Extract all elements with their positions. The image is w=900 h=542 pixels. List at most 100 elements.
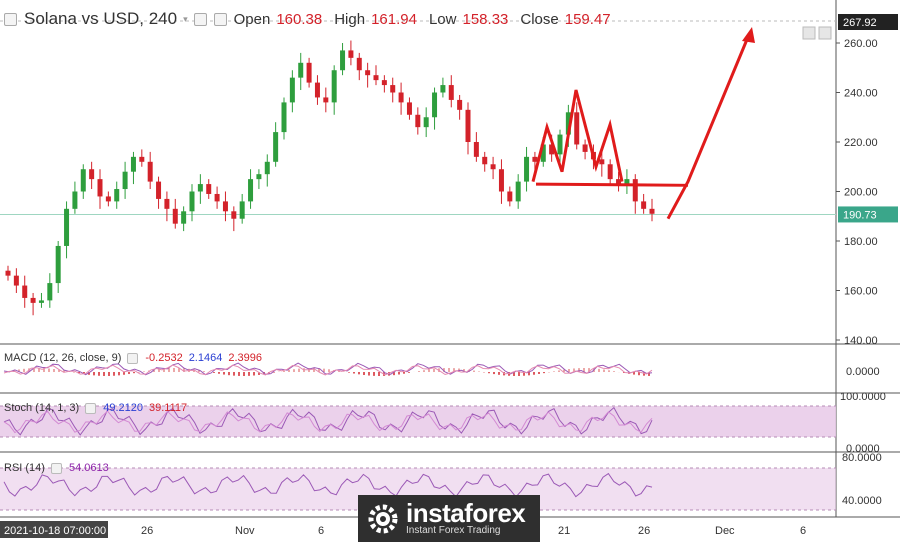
- rsi-axis-bottom-label: 40.0000: [842, 495, 882, 507]
- candle-body: [114, 189, 120, 202]
- stoch-k-line: [3, 406, 653, 436]
- candle-body: [398, 92, 404, 103]
- time-tick-label: Nov: [235, 525, 255, 537]
- candle-body: [557, 134, 563, 155]
- open-label: Open: [233, 10, 271, 28]
- time-start-label: 2021-10-18 07:00:00: [4, 525, 106, 537]
- candle-body: [356, 57, 362, 71]
- price-tick-label: 140.00: [844, 335, 878, 347]
- rsi-settings-icon[interactable]: [50, 462, 62, 474]
- macd-signal-line: [3, 364, 653, 376]
- candle-body: [599, 159, 605, 165]
- candle-body: [80, 169, 86, 192]
- price-tick-label: 180.00: [844, 236, 878, 248]
- open-value: 160.38: [276, 10, 323, 28]
- candle-body: [649, 208, 655, 214]
- candle-body: [381, 80, 387, 86]
- time-start-box: [0, 521, 108, 538]
- stoch-band: [0, 406, 836, 437]
- stoch-d-line: [3, 410, 653, 434]
- time-tick-label: 21: [558, 525, 570, 537]
- current-marker-label: 190.73: [843, 209, 877, 221]
- macd-value-3: 2.3996: [228, 352, 262, 364]
- candle-body: [172, 208, 178, 224]
- candle-body: [331, 70, 337, 103]
- candle-body: [515, 181, 521, 202]
- time-tick-label: 6: [800, 525, 806, 537]
- candle-body: [574, 112, 580, 145]
- rsi-line: [3, 472, 653, 498]
- candle-body: [406, 102, 412, 115]
- settings-icon[interactable]: [193, 12, 207, 26]
- price-tick-label: 160.00: [844, 286, 878, 298]
- candle-body: [214, 193, 220, 202]
- instaforex-watermark: instaforex Instant Forex Trading: [358, 495, 540, 542]
- candle-body: [314, 82, 320, 98]
- candle-body: [498, 169, 504, 192]
- eye-icon[interactable]: [213, 12, 227, 26]
- stoch-axis-top-label: 100.0000: [840, 391, 886, 403]
- rsi-axis-top-label: 80.0000: [842, 452, 882, 464]
- candle-body: [432, 92, 438, 118]
- high-label: High: [334, 10, 366, 28]
- macd-settings-icon[interactable]: [127, 352, 139, 364]
- candle-body: [624, 179, 630, 185]
- candle-body: [239, 201, 245, 219]
- candle-body: [264, 161, 270, 175]
- candle-body: [616, 179, 622, 185]
- low-value: 158.33: [462, 10, 509, 28]
- macd-legend: MACD (12, 26, close, 9) -0.2532 2.1464 2…: [4, 352, 262, 364]
- candle-body: [5, 270, 11, 276]
- candle-body: [473, 142, 479, 157]
- candle-body: [147, 161, 153, 182]
- macd-value-1: -0.2532: [145, 352, 183, 364]
- time-tick-label: 26: [638, 525, 650, 537]
- candle-body: [323, 97, 329, 103]
- candle-body: [306, 62, 312, 83]
- stoch-settings-icon[interactable]: [85, 402, 97, 414]
- candle-body: [72, 191, 78, 209]
- close-value: 159.47: [564, 10, 611, 28]
- candle-body: [448, 85, 454, 100]
- top-marker-box: [838, 14, 898, 30]
- candle-body: [632, 179, 638, 202]
- candle-body: [281, 102, 287, 133]
- candle-body: [549, 144, 555, 155]
- candle-body: [222, 201, 228, 212]
- price-tick-label: 240.00: [844, 88, 878, 100]
- candle-body: [47, 283, 53, 301]
- candle-body: [298, 62, 304, 78]
- minimize-icon[interactable]: [4, 12, 17, 26]
- time-tick-label: Dec: [715, 525, 735, 537]
- candle-body: [273, 132, 279, 162]
- candle-body: [89, 169, 95, 180]
- candle-body: [440, 85, 446, 93]
- candle-body: [565, 112, 571, 135]
- top-marker-label: 267.92: [843, 17, 877, 29]
- candle-body: [373, 75, 379, 81]
- candle-body: [248, 179, 254, 202]
- candle-body: [164, 198, 170, 209]
- candle-body: [30, 297, 36, 303]
- candle-body: [457, 99, 463, 110]
- rsi-value-1: 54.0613: [68, 462, 109, 474]
- candle-body: [340, 50, 346, 71]
- chevron-down-icon[interactable]: ▾: [183, 13, 188, 24]
- candle-body: [256, 174, 262, 180]
- candle-body: [181, 211, 187, 224]
- candle-body: [465, 109, 471, 142]
- stoch-legend: Stoch (14, 1, 3) 49.2120 39.1117: [4, 402, 187, 414]
- low-label: Low: [428, 10, 457, 28]
- candle-body: [641, 201, 647, 209]
- candle-body: [390, 85, 396, 93]
- watermark-tagline: Instant Forex Trading: [406, 525, 501, 536]
- arrow-head: [742, 27, 755, 43]
- candle-body: [415, 114, 421, 128]
- candle-body: [582, 144, 588, 152]
- time-tick-label: 6: [318, 525, 324, 537]
- candle-body: [105, 196, 111, 202]
- candle-body: [130, 156, 136, 172]
- high-value: 161.94: [371, 10, 417, 28]
- macd-value-2: 2.1464: [188, 352, 223, 364]
